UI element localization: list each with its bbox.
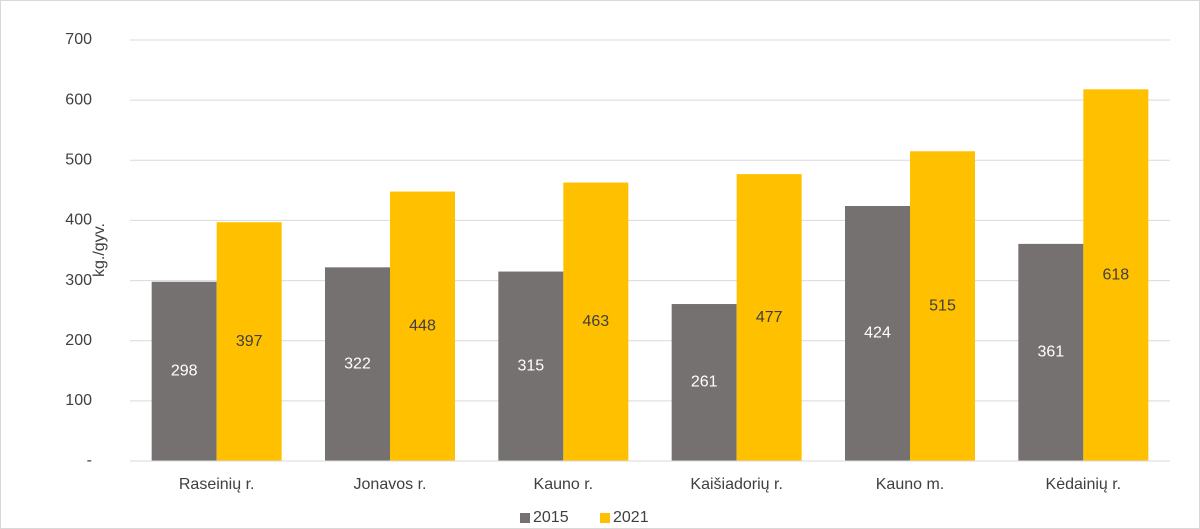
bar (151, 281, 217, 461)
data-label: 448 (409, 317, 436, 334)
x-tick-label: Kauno r. (534, 476, 594, 493)
y-axis-label: kg./gyv. (91, 223, 108, 277)
bar (1018, 243, 1084, 461)
x-tick-label: Raseinių r. (179, 476, 255, 493)
bar (563, 182, 629, 461)
y-tick-label: 700 (65, 31, 92, 48)
bar (736, 174, 802, 461)
y-tick-label: 200 (65, 332, 92, 349)
data-label: 322 (344, 355, 371, 372)
data-label: 618 (1102, 266, 1129, 283)
bar (325, 267, 390, 461)
bar (498, 271, 564, 461)
data-label: 515 (929, 297, 956, 314)
y-tick-label: - (87, 452, 92, 469)
y-tick-label: 400 (65, 212, 92, 229)
data-label: 315 (517, 357, 544, 374)
data-label: 424 (864, 325, 891, 342)
legend-swatch (600, 513, 610, 523)
x-tick-label: Jonavos r. (354, 476, 427, 493)
bar (910, 151, 975, 461)
data-label: 397 (236, 333, 263, 350)
data-label: 261 (691, 374, 718, 391)
legend-label: 2015 (533, 509, 569, 526)
bar (390, 191, 455, 461)
legend-label: 2021 (613, 509, 649, 526)
y-tick-label: 500 (65, 152, 92, 169)
bar (671, 304, 737, 461)
bar (216, 222, 282, 461)
legend-swatch (520, 513, 530, 523)
x-tick-label: Kaišiadorių r. (690, 476, 783, 493)
data-label: 298 (171, 363, 198, 380)
y-tick-label: 300 (65, 272, 92, 289)
x-tick-label: Kauno m. (876, 476, 944, 493)
bar (1083, 89, 1149, 462)
data-label: 361 (1037, 344, 1064, 361)
x-tick-label: Kėdainių r. (1046, 476, 1122, 493)
data-label: 463 (582, 313, 609, 330)
y-tick-label: 600 (65, 91, 92, 108)
y-tick-label: 100 (65, 392, 92, 409)
data-label: 477 (756, 309, 783, 326)
bar (845, 205, 910, 461)
